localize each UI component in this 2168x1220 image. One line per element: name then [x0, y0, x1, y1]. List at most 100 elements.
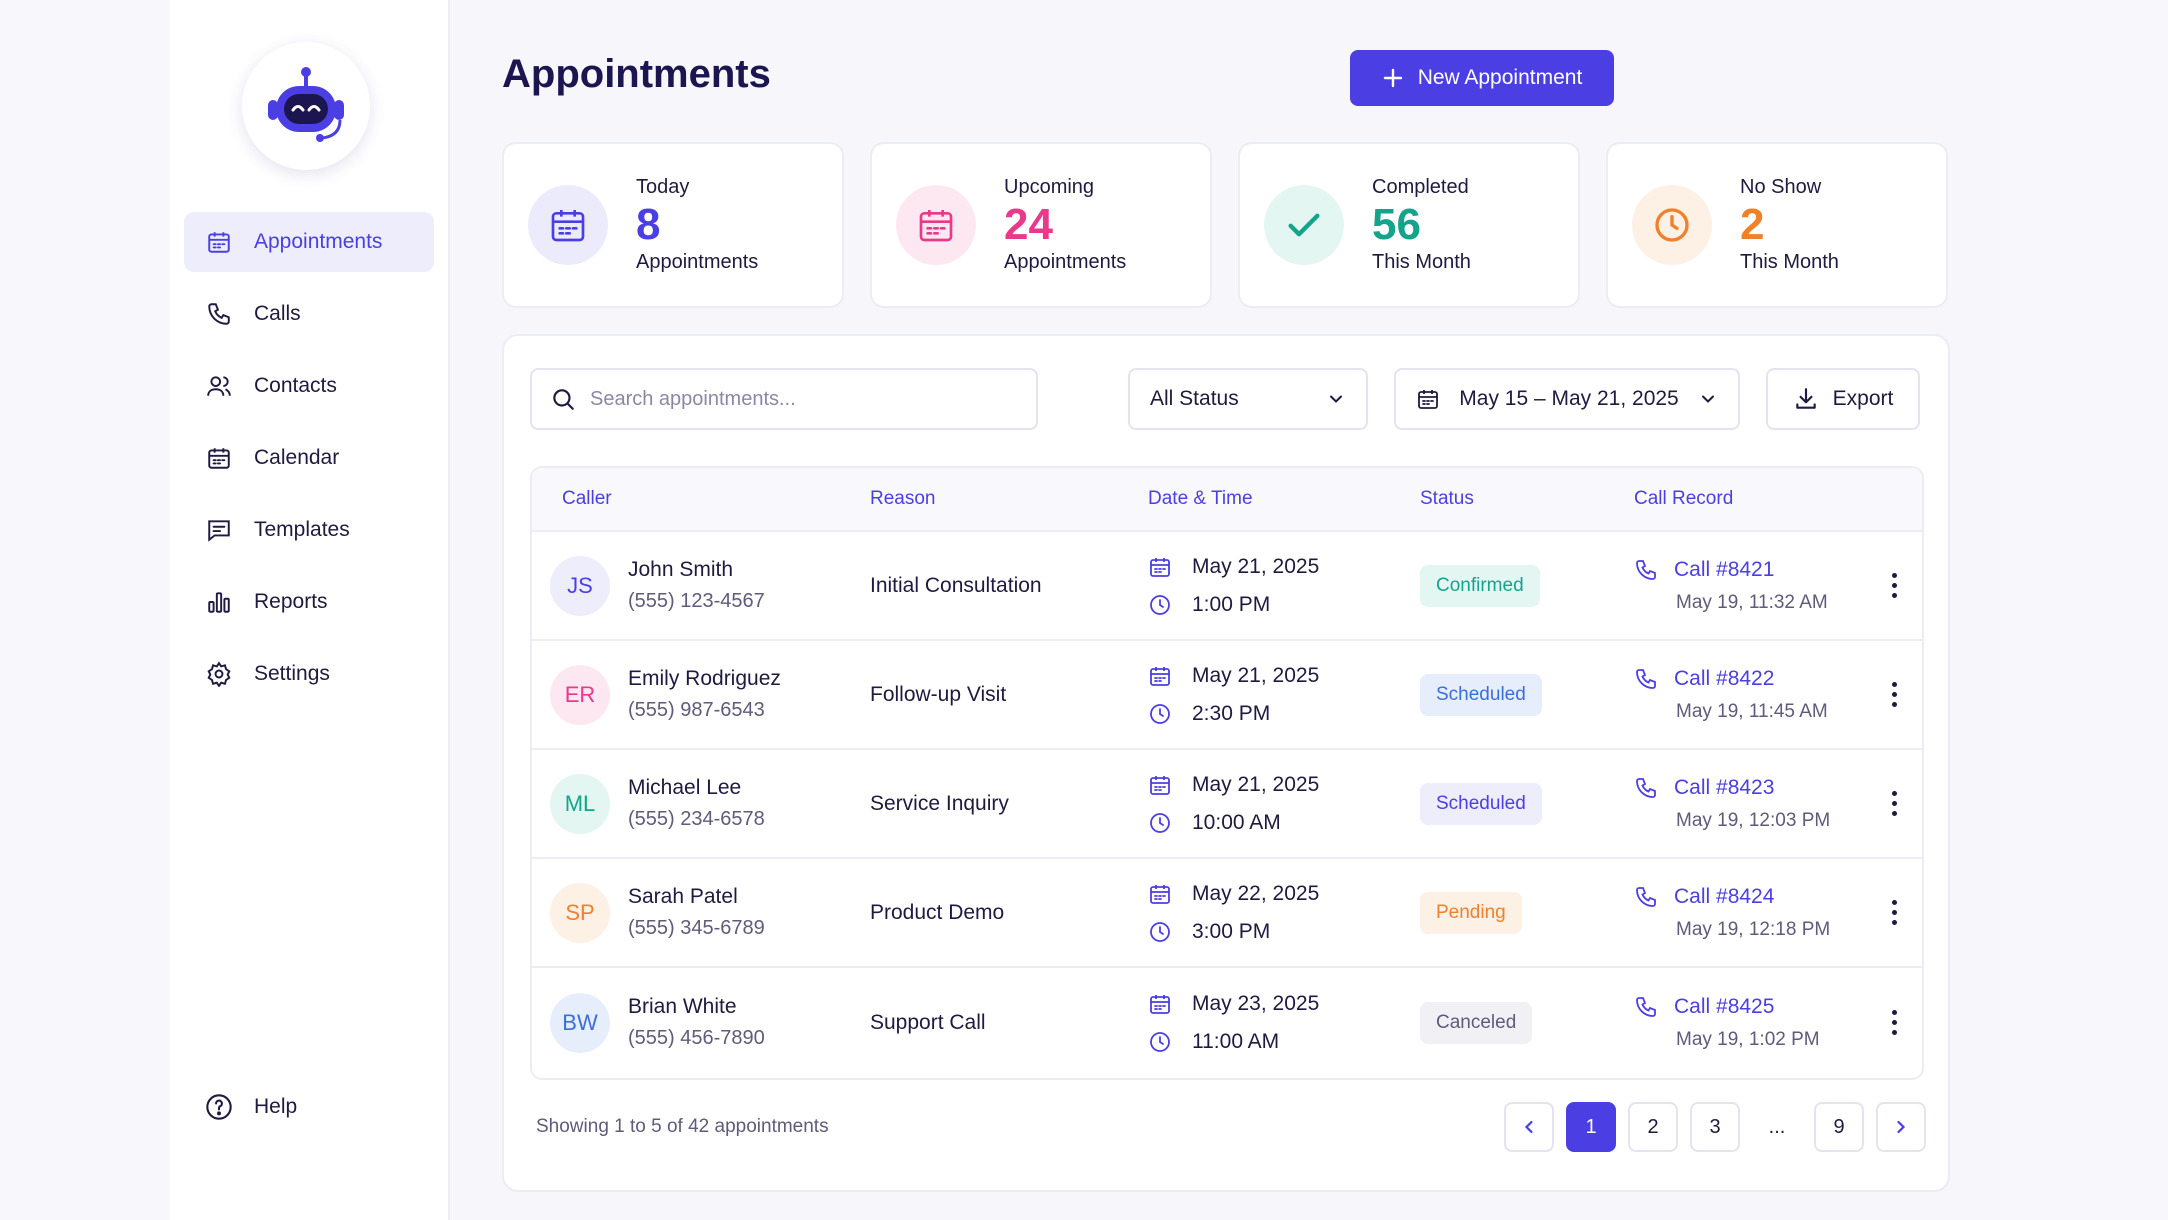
column-header-datetime[interactable]: Date & Time: [1148, 488, 1253, 509]
export-button[interactable]: Export: [1766, 368, 1920, 430]
appointment-date: May 21, 2025: [1192, 554, 1320, 578]
calendar-icon: [204, 227, 234, 257]
new-appointment-button[interactable]: New Appointment: [1350, 50, 1614, 106]
calendar-icon: [1148, 555, 1174, 579]
more-options-icon[interactable]: [1882, 1003, 1906, 1043]
sidebar-item-contacts[interactable]: Contacts: [184, 356, 434, 416]
call-record-link[interactable]: Call #8424: [1674, 884, 1775, 908]
stat-card-upcoming: Upcoming 24 Appointments: [870, 142, 1212, 308]
appointment-time: 1:00 PM: [1192, 592, 1271, 616]
caller-phone: (555) 234-6578: [628, 808, 765, 830]
help-label: Help: [254, 1095, 298, 1118]
phone-icon: [1636, 668, 1656, 689]
sidebar-item-calendar[interactable]: Calendar: [184, 428, 434, 488]
search-icon: [553, 389, 574, 410]
caller-phone: (555) 456-7890: [628, 1027, 765, 1049]
appointment-time: 11:00 AM: [1192, 1029, 1280, 1053]
sidebar-item-settings[interactable]: Settings: [184, 644, 434, 704]
phone-icon: [1636, 559, 1656, 580]
sidebar-item-label: Contacts: [254, 374, 337, 397]
reason-text: Follow-up Visit: [870, 682, 1007, 706]
help-link[interactable]: Help: [204, 1092, 297, 1122]
table-row[interactable]: SP Sarah Patel (555) 345-6789 Product De…: [532, 859, 1922, 968]
search-input[interactable]: [590, 387, 1010, 411]
status-filter-dropdown[interactable]: All Status: [1128, 368, 1368, 430]
calendar-icon: [204, 443, 234, 473]
download-icon: [1795, 388, 1816, 409]
help-circle-icon: [204, 1092, 234, 1122]
clock-icon: [1148, 702, 1174, 726]
sidebar-nav: Appointments Calls Contacts Calendar: [184, 212, 434, 716]
page-button[interactable]: 1: [1566, 1102, 1616, 1152]
avatar: BW: [550, 992, 610, 1053]
table-row[interactable]: ML Michael Lee (555) 234-6578 Service In…: [532, 750, 1922, 859]
sidebar-item-reports[interactable]: Reports: [184, 572, 434, 632]
page-ellipsis: ...: [1752, 1102, 1802, 1152]
sidebar-item-appointments[interactable]: Appointments: [184, 212, 434, 272]
more-options-icon[interactable]: [1882, 784, 1906, 824]
caller-name: Emily Rodriguez: [628, 667, 781, 690]
call-record-link[interactable]: Call #8422: [1674, 666, 1775, 690]
column-header-status[interactable]: Status: [1420, 488, 1474, 509]
table-row[interactable]: ER Emily Rodriguez (555) 987-6543 Follow…: [532, 641, 1922, 750]
sidebar-item-templates[interactable]: Templates: [184, 500, 434, 560]
page-button[interactable]: 3: [1690, 1102, 1740, 1152]
caller-name: John Smith: [628, 558, 734, 581]
call-record-link[interactable]: Call #8425: [1674, 994, 1775, 1018]
call-record-time: May 19, 1:02 PM: [1676, 1028, 1820, 1050]
appointment-date: May 21, 2025: [1192, 663, 1320, 687]
phone-icon: [1636, 996, 1656, 1017]
column-header-caller[interactable]: Caller: [562, 488, 612, 509]
sidebar: Appointments Calls Contacts Calendar: [170, 0, 450, 1220]
chevron-down-icon: [1702, 395, 1714, 403]
stat-label: No Show: [1740, 176, 1822, 198]
chevron-left-icon: [1524, 1120, 1533, 1134]
avatar: JS: [550, 555, 610, 616]
chevron-right-icon: [1897, 1120, 1906, 1134]
caller-name: Michael Lee: [628, 776, 742, 799]
pagination: 1 2 3 ... 9: [1504, 1102, 1926, 1152]
calendar-icon: [1418, 390, 1438, 409]
call-record-link[interactable]: Call #8423: [1674, 775, 1775, 799]
more-options-icon[interactable]: [1882, 893, 1906, 933]
caller-phone: (555) 123-4567: [628, 590, 765, 612]
plus-icon: [1383, 68, 1402, 88]
prev-page-button[interactable]: [1504, 1102, 1554, 1152]
table-header: Caller Reason Date & Time Status Call Re…: [532, 468, 1922, 532]
column-header-reason[interactable]: Reason: [870, 488, 936, 509]
table-row[interactable]: JS John Smith (555) 123-4567 Initial Con…: [532, 532, 1922, 641]
pagination-summary: Showing 1 to 5 of 42 appointments: [536, 1116, 829, 1137]
appointment-date: May 22, 2025: [1192, 881, 1320, 905]
more-options-icon[interactable]: [1882, 675, 1906, 715]
status-badge: Confirmed: [1420, 564, 1540, 607]
page-title: Appointments: [502, 52, 771, 96]
stat-value: 8: [636, 200, 661, 249]
caller-phone: (555) 345-6789: [628, 917, 765, 939]
stat-card-no-show: No Show 2 This Month: [1606, 142, 1948, 308]
stat-card-completed: Completed 56 This Month: [1238, 142, 1580, 308]
export-label: Export: [1832, 387, 1894, 410]
call-record-time: May 19, 12:03 PM: [1676, 809, 1831, 831]
reason-text: Initial Consultation: [870, 573, 1042, 597]
appointment-time: 2:30 PM: [1192, 701, 1271, 725]
reason-text: Support Call: [870, 1010, 986, 1034]
status-badge: Canceled: [1420, 1001, 1533, 1044]
call-record-link[interactable]: Call #8421: [1674, 557, 1775, 581]
status-badge: Pending: [1420, 891, 1522, 934]
next-page-button[interactable]: [1876, 1102, 1926, 1152]
calendar-icon: [896, 185, 976, 265]
call-record-time: May 19, 12:18 PM: [1676, 918, 1831, 940]
table-row[interactable]: BW Brian White (555) 456-7890 Support Ca…: [532, 968, 1922, 1077]
robot-logo-icon: [242, 42, 370, 170]
page-button[interactable]: 2: [1628, 1102, 1678, 1152]
clock-icon: [1148, 1030, 1174, 1054]
more-options-icon[interactable]: [1882, 566, 1906, 606]
column-header-call-record[interactable]: Call Record: [1634, 488, 1734, 509]
clock-icon: [1148, 593, 1174, 617]
search-box[interactable]: [530, 368, 1038, 430]
page-button[interactable]: 9: [1814, 1102, 1864, 1152]
date-range-value: May 15 – May 21, 2025: [1459, 387, 1679, 410]
date-range-picker[interactable]: May 15 – May 21, 2025: [1394, 368, 1740, 430]
avatar: ER: [550, 664, 610, 725]
sidebar-item-calls[interactable]: Calls: [184, 284, 434, 344]
